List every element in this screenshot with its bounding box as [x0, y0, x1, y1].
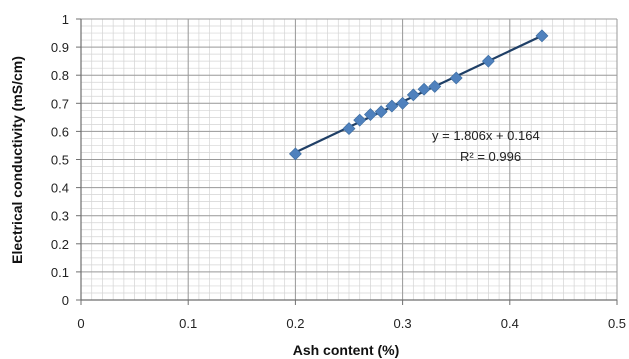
data-points: [288, 29, 549, 161]
data-point: [449, 71, 463, 85]
data-point: [374, 105, 388, 119]
y-tick-label: 0.9: [51, 40, 69, 55]
data-point: [288, 147, 302, 161]
y-tick-label: 0: [62, 293, 69, 308]
x-tick-label: 0.4: [501, 316, 519, 331]
x-tick-label: 0.2: [286, 316, 304, 331]
x-axis-title: Ash content (%): [293, 342, 400, 358]
y-tick-label: 0.6: [51, 124, 69, 139]
data-point: [396, 96, 410, 110]
data-point: [353, 113, 367, 127]
y-tick-label: 0.5: [51, 153, 69, 168]
axes: [76, 18, 618, 305]
y-tick-label: 0.4: [51, 181, 69, 196]
data-point: [481, 54, 495, 68]
data-point: [385, 99, 399, 113]
data-point: [364, 108, 377, 121]
x-tick-label: 0.1: [179, 316, 197, 331]
data-point: [535, 29, 549, 43]
y-tick-label: 0.8: [51, 68, 69, 83]
data-point: [417, 82, 431, 96]
trendline-equation: y = 1.806x + 0.164: [432, 128, 540, 143]
x-tick-label: 0.5: [608, 316, 626, 331]
y-tick-label: 1: [62, 12, 69, 27]
x-tick-label: 0: [77, 316, 84, 331]
x-tick-label: 0.3: [394, 316, 412, 331]
y-tick-label: 0.7: [51, 96, 69, 111]
y-axis-title: Electrical conductivity (mS/cm): [9, 56, 25, 264]
data-point: [428, 80, 442, 93]
tick-labels: 0 0.1 0.2 0.3 0.4 0.5 0.6 0.7 0.8 0.9 1 0 0.1 0.2 0.3 0…: [51, 12, 626, 331]
y-tick-label: 0.3: [51, 209, 69, 224]
y-tick-label: 0.1: [51, 265, 69, 280]
grid: [80, 18, 618, 301]
r-squared-label: R² = 0.996: [460, 149, 521, 164]
data-point: [342, 122, 356, 136]
y-tick-label: 0.2: [51, 237, 69, 252]
data-point: [406, 88, 420, 102]
